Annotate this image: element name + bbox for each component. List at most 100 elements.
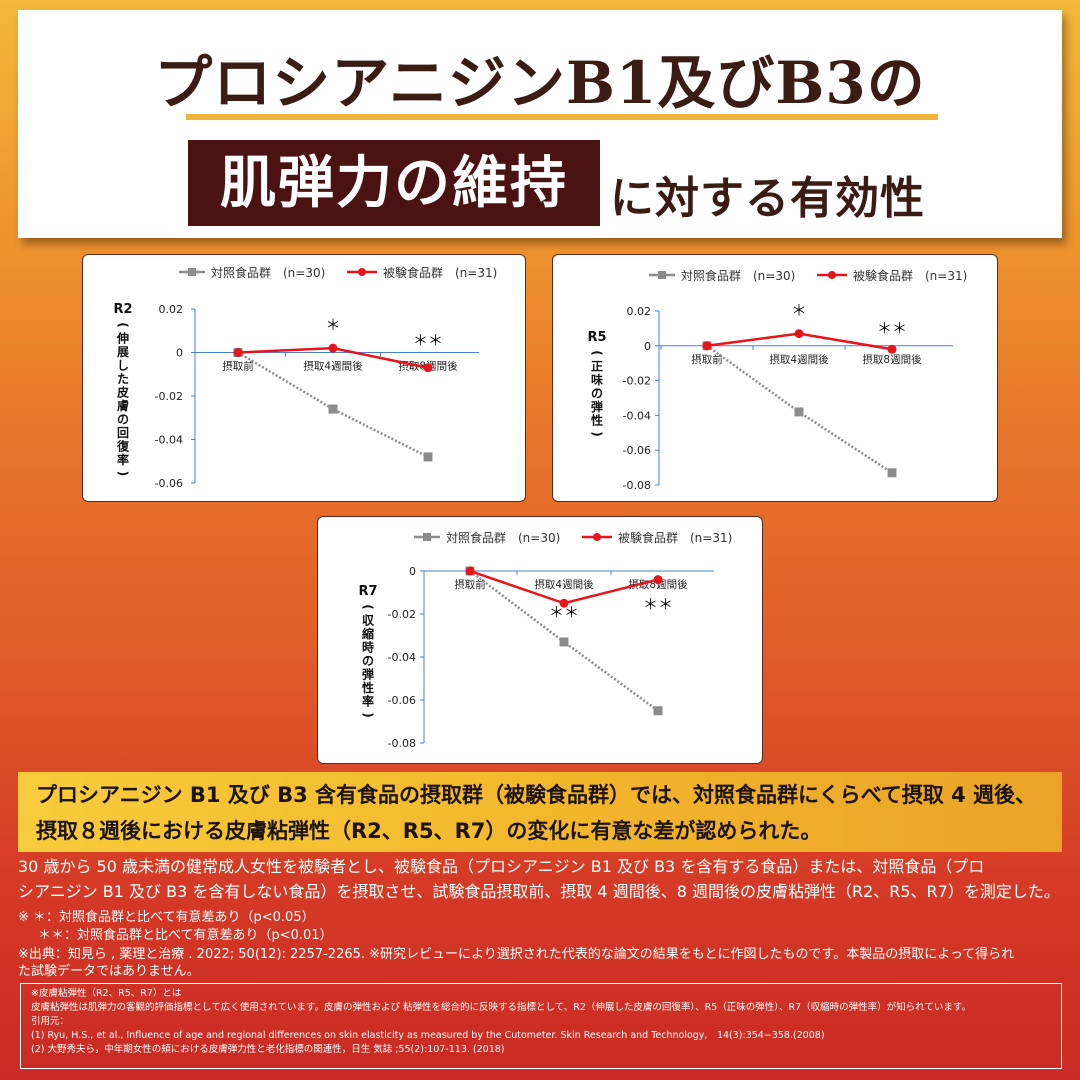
y-tick-label: -0.06 (388, 694, 416, 707)
source-note-1: ※出典：知見ら , 薬理と治療 . 2022; 50(12): 2257-226… (18, 947, 1015, 962)
y-axis-label-char: 性 (361, 680, 374, 695)
test-data-point (233, 348, 243, 357)
y-tick-label: -0.06 (623, 444, 651, 457)
x-tick-label: 摂取8週間後 (628, 578, 688, 591)
title-line-1: プロシアニジンB1及びB3の (154, 49, 926, 117)
y-tick-label: -0.08 (623, 479, 651, 492)
significance-marker: ＊ (791, 302, 806, 320)
control-data-point (423, 452, 433, 462)
study-description: 30 歳から 50 歳未満の健常成人女性を被験者とし、被験食品（プロシアニジン … (18, 854, 1068, 904)
legend-control-marker (188, 268, 196, 276)
y-tick-label: -0.06 (155, 477, 183, 490)
y-axis-label-char: 膚 (117, 398, 129, 413)
y-axis-label-char: 率 (362, 694, 374, 709)
y-tick-label: -0.04 (623, 409, 651, 422)
description-line-1: 30 歳から 50 歳未満の健常成人女性を被験者とし、被験食品（プロシアニジン … (18, 857, 985, 876)
y-axis-label-char: 率 (117, 452, 129, 467)
y-axis-label-char: ( (116, 322, 130, 327)
chart-r5: 対照食品群 (n=30) 被験食品群 (n=31) R5 (正味の弾性) 0.02 0 -0… (552, 254, 998, 502)
x-tick-label: 摂取前 (454, 578, 486, 591)
y-axis-label-char: 伸 (116, 331, 129, 346)
x-tick-label: 摂取4週間後 (769, 353, 829, 366)
legend-test-marker (358, 268, 366, 276)
y-axis-label-char: し (117, 359, 129, 373)
reference-line-1: ※皮膚粘弾性（R2、R5、R7）とは (31, 988, 182, 999)
y-axis-label-char: ( (590, 350, 604, 355)
legend-test-marker (828, 271, 836, 279)
legend-control-marker (423, 533, 431, 541)
y-tick-label: -0.02 (388, 608, 416, 621)
chart-r7: 対照食品群 (n=30) 被験食品群 (n=31) R7 (収縮時の弾性率) 0 -0.0… (317, 516, 763, 764)
significance-marker: ＊ (325, 316, 340, 334)
summary-line-1: プロシアニジン B1 及び B3 含有食品の摂取群（被験食品群）では、対照食品群… (36, 783, 1037, 807)
legend-test-label: 被験食品群 (n=31) (383, 265, 497, 280)
y-tick-label: 0 (176, 347, 183, 360)
legend-control-label: 対照食品群 (n=30) (681, 268, 795, 283)
result-summary: プロシアニジン B1 及び B3 含有食品の摂取群（被験食品群）では、対照食品群… (18, 772, 1062, 852)
x-tick-label: 摂取4週間後 (534, 578, 594, 591)
title-highlight: 肌弾力の維持 (188, 140, 600, 226)
y-tick-label: -0.08 (388, 737, 416, 750)
description-line-2: シアニジン B1 及び B3 を含有しない食品）を摂取させ、試験食品摂取前、摂取… (18, 882, 1060, 901)
reference-line-3: 引用元： (31, 1016, 70, 1027)
y-tick-label: -0.04 (388, 651, 416, 664)
control-data-point (887, 468, 897, 478)
test-data-point (653, 575, 663, 585)
y-axis-label-char: 収 (362, 614, 375, 628)
significance-note-1: ※ ＊：対照食品群と比べて有意差あり（p<0.05） (18, 910, 315, 925)
y-axis-label-char: の (591, 387, 603, 401)
legend-test-label: 被験食品群 (n=31) (853, 268, 967, 283)
significance-marker: ＊＊ (877, 319, 907, 337)
chart-r2-svg: 対照食品群 (n=30) 被験食品群 (n=31) R2 (伸展した皮膚の回復率) 0.… (113, 265, 497, 490)
title-panel: プロシアニジンB1及びB3の 肌弾力の維持 に対する有効性 (18, 10, 1062, 238)
significance-marker: ＊＊ (643, 596, 673, 614)
chart-r2: 対照食品群 (n=30) 被験食品群 (n=31) R2 (伸展した皮膚の回復率) 0.… (82, 254, 526, 502)
y-axis-label-char: ) (361, 712, 375, 717)
y-axis-label-char: ) (590, 431, 604, 436)
y-axis-code: R7 (358, 584, 377, 599)
reference-line-2: 皮膚粘弾性は肌弾力の客観的評価指標として広く使用されています。皮膚の弾性および … (31, 1002, 971, 1013)
y-axis-code: R2 (113, 302, 132, 317)
reference-box: ※皮膚粘弾性（R2、R5、R7）とは 皮膚粘弾性は肌弾力の客観的評価指標として広… (20, 983, 1062, 1069)
reference-line-5: (2) 大野秀夫ら，中年期女性の頬における皮膚弾力性と老化指標の関連性，日生 気… (31, 1044, 505, 1055)
y-axis-label-char: ) (116, 471, 130, 476)
y-axis-label-char: 展 (117, 345, 129, 359)
y-axis-label-char: 皮 (116, 385, 129, 400)
source-note-2: た試験データではありません。 (18, 964, 200, 979)
control-data-point (653, 706, 663, 716)
legend-control-label: 対照食品群 (n=30) (211, 265, 325, 280)
test-data-point (702, 341, 712, 351)
title-underline (186, 114, 938, 120)
significance-marker: ＊＊ (413, 332, 443, 350)
test-data-point (794, 329, 804, 339)
y-axis-label-char: 弾 (362, 667, 374, 682)
control-series-line (237, 351, 429, 459)
y-tick-label: 0 (409, 565, 416, 578)
y-axis-label-char: ( (361, 604, 375, 609)
control-data-point (328, 404, 338, 414)
y-axis-label-char: 性 (590, 413, 603, 428)
y-axis-label-char: の (362, 654, 374, 668)
x-tick-label: 摂取前 (222, 360, 254, 373)
legend-control-marker (658, 271, 666, 279)
title-line-2: に対する有効性 (610, 173, 925, 224)
control-data-point (559, 637, 569, 647)
x-tick-label: 摂取4週間後 (303, 360, 363, 373)
y-axis-label-char: 縮 (362, 626, 374, 641)
x-tick-label: 摂取前 (691, 353, 723, 366)
significance-marker: ＊＊ (549, 603, 579, 621)
chart-r5-svg: 対照食品群 (n=30) 被験食品群 (n=31) R5 (正味の弾性) 0.02 0 -0… (587, 268, 967, 492)
y-axis-label-char: の (117, 413, 129, 427)
x-tick-label: 摂取8週間後 (862, 353, 922, 366)
y-axis-code: R5 (587, 330, 606, 345)
y-axis-label-char: 回 (117, 426, 129, 440)
y-axis-label-char: 時 (362, 640, 374, 655)
legend-test-label: 被験食品群 (n=31) (618, 530, 732, 545)
y-tick-label: -0.02 (623, 375, 651, 388)
test-data-point (465, 566, 475, 576)
test-data-point (887, 344, 897, 354)
y-axis-label-char: た (117, 372, 129, 386)
test-data-point (559, 598, 569, 608)
y-axis-label-char: 弾 (591, 399, 603, 414)
y-axis-label-char: 正 (591, 360, 603, 374)
